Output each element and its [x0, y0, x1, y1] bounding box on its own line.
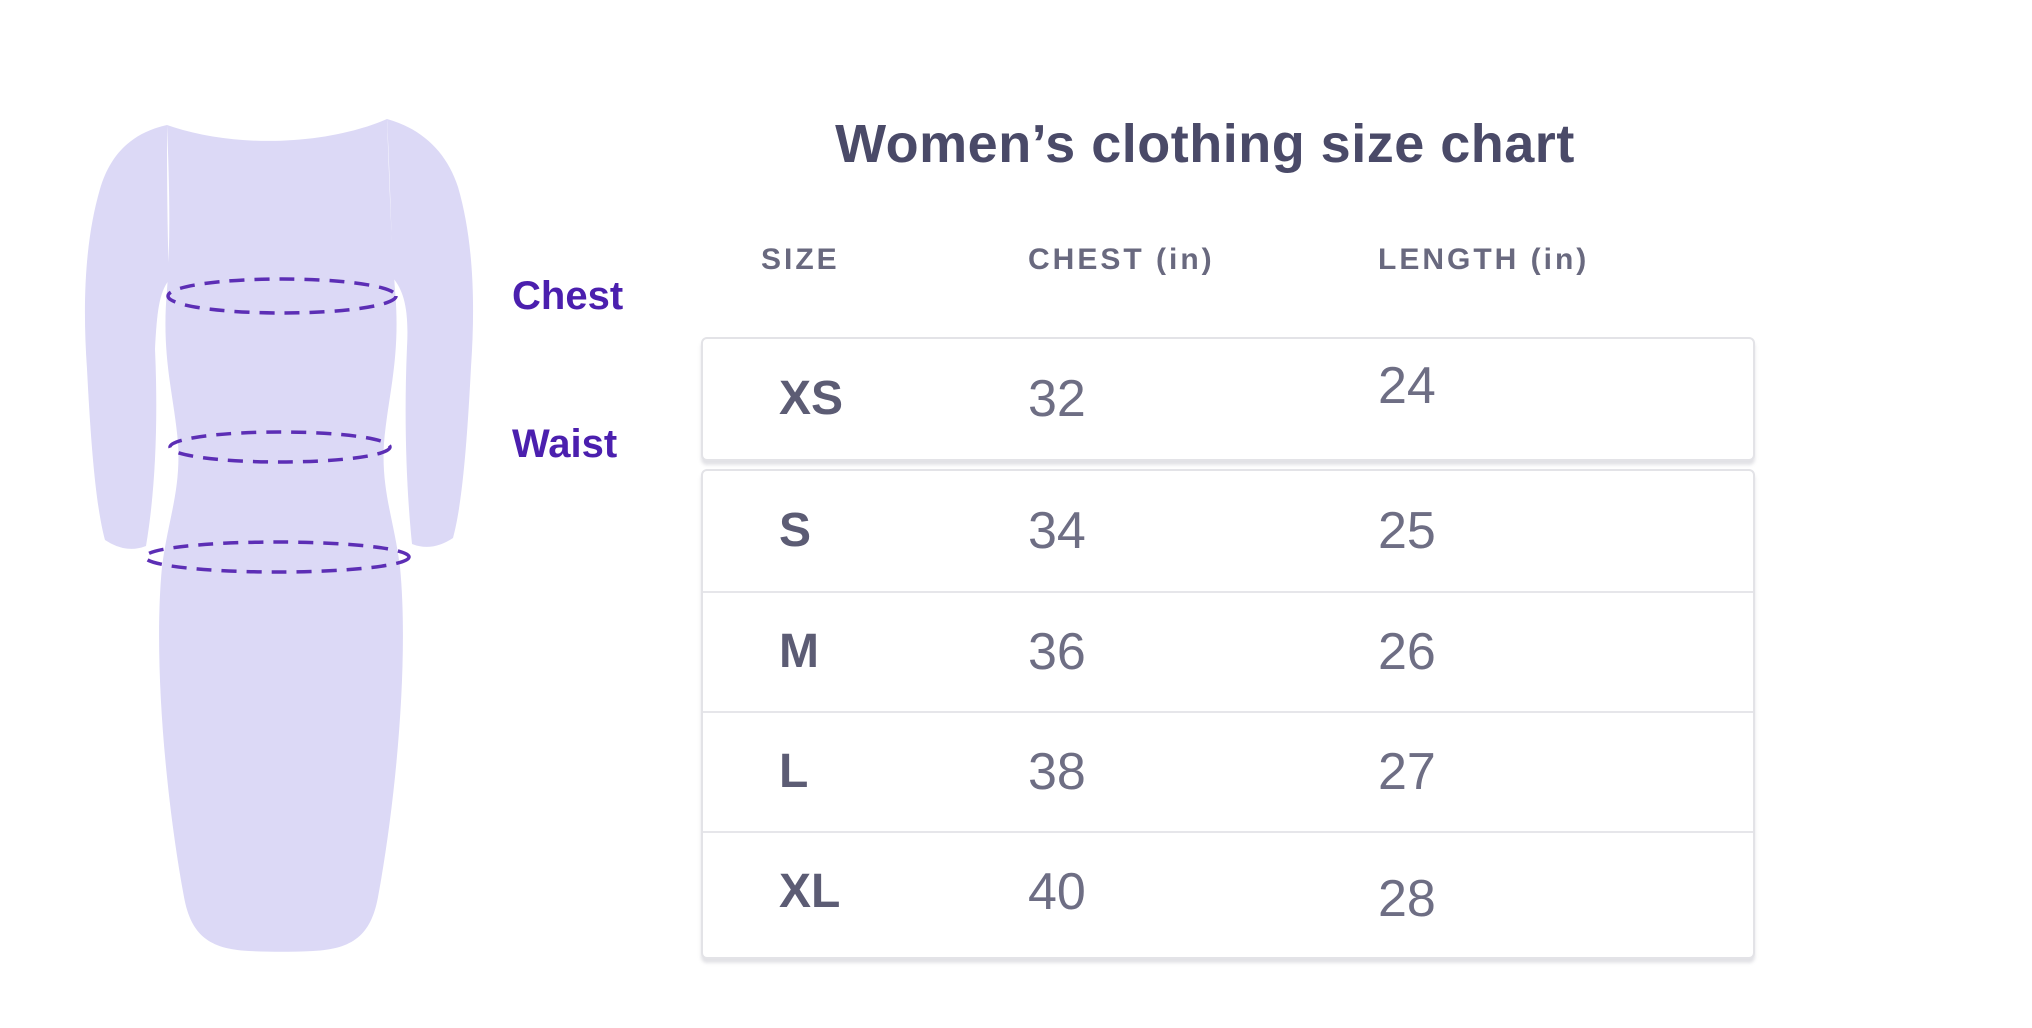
table-row-l: L 38 27: [703, 711, 1753, 831]
table-header-row: SIZE CHEST (in) LENGTH (in): [701, 238, 1755, 282]
waist-measurement-ellipse: [168, 430, 392, 464]
table-body: S 34 25 M 36 26 L 38 27 XL 40 28: [701, 469, 1755, 959]
length-cell: 26: [1378, 623, 1436, 681]
column-header-size: SIZE: [761, 243, 840, 276]
table-row-xl: XL 40 28: [703, 831, 1753, 951]
dress-right-sleeve-shape: [387, 119, 474, 547]
table-row-m: M 36 26: [703, 591, 1753, 711]
table-row: XS 32 24: [703, 339, 1753, 459]
chest-measurement-ellipse: [166, 277, 398, 315]
size-cell: XL: [779, 865, 841, 918]
hip-measurement-ellipse: [143, 540, 411, 574]
chest-cell: 32: [1028, 370, 1086, 428]
length-cell: 24: [1378, 357, 1436, 415]
table-row-s: S 34 25: [703, 471, 1753, 591]
size-cell: XS: [779, 372, 844, 425]
dress-body-shape: [159, 119, 403, 952]
chest-cell: 34: [1028, 502, 1086, 560]
size-cell: S: [779, 504, 812, 557]
table-row-xs: XS 32 24: [701, 337, 1755, 461]
waist-label: Waist: [512, 422, 618, 466]
page-title: Women’s clothing size chart: [835, 114, 1575, 174]
dress-illustration: [84, 119, 474, 952]
chest-cell: 36: [1028, 623, 1086, 681]
length-cell: 25: [1378, 502, 1436, 560]
size-cell: M: [779, 625, 819, 678]
length-cell: 27: [1378, 743, 1436, 801]
dress-left-sleeve-shape: [84, 125, 169, 549]
column-header-chest: CHEST (in): [1028, 243, 1215, 276]
length-cell: 28: [1378, 870, 1436, 928]
chest-label: Chest: [512, 274, 624, 318]
chest-cell: 38: [1028, 743, 1086, 801]
column-header-length: LENGTH (in): [1378, 243, 1590, 276]
size-cell: L: [779, 745, 809, 798]
chest-cell: 40: [1028, 863, 1086, 921]
